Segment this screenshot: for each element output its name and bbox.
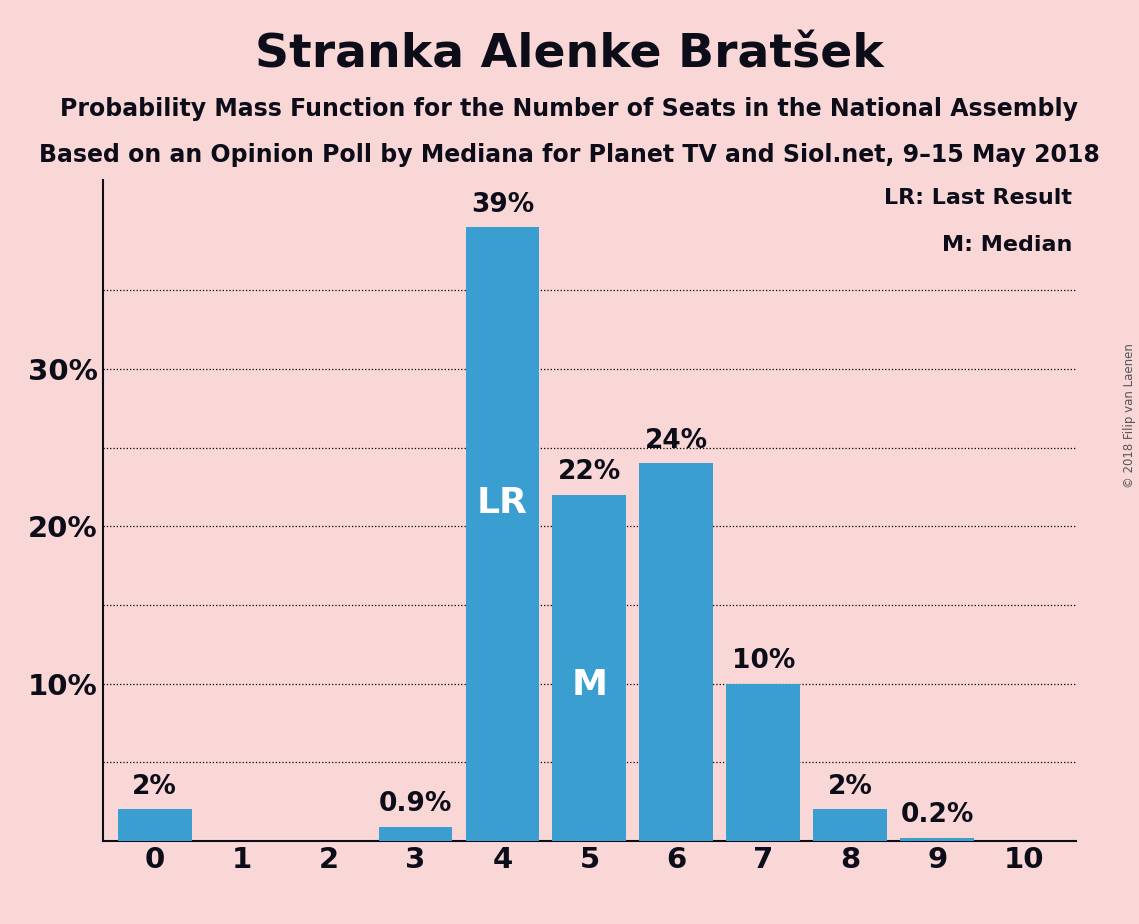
Bar: [639, 463, 713, 841]
Text: 0.9%: 0.9%: [379, 791, 452, 817]
Text: M: M: [572, 668, 607, 702]
Bar: [813, 809, 887, 841]
Bar: [466, 227, 540, 841]
Bar: [117, 809, 191, 841]
Text: 39%: 39%: [470, 192, 534, 218]
Bar: [552, 494, 626, 841]
Text: 2%: 2%: [132, 774, 178, 800]
Text: LR: LR: [477, 486, 527, 520]
Bar: [378, 827, 452, 841]
Bar: [900, 838, 974, 841]
Text: LR: Last Result: LR: Last Result: [884, 188, 1072, 208]
Text: 0.2%: 0.2%: [901, 802, 974, 828]
Text: M: Median: M: Median: [942, 236, 1072, 255]
Text: © 2018 Filip van Laenen: © 2018 Filip van Laenen: [1123, 344, 1137, 488]
Text: 2%: 2%: [828, 774, 872, 800]
Text: Probability Mass Function for the Number of Seats in the National Assembly: Probability Mass Function for the Number…: [60, 97, 1079, 121]
Text: Stranka Alenke Bratšek: Stranka Alenke Bratšek: [255, 32, 884, 78]
Text: 24%: 24%: [645, 428, 708, 454]
Bar: [727, 684, 801, 841]
Text: 22%: 22%: [558, 459, 621, 485]
Text: Based on an Opinion Poll by Mediana for Planet TV and Siol.net, 9–15 May 2018: Based on an Opinion Poll by Mediana for …: [39, 143, 1100, 167]
Text: 10%: 10%: [731, 648, 795, 675]
